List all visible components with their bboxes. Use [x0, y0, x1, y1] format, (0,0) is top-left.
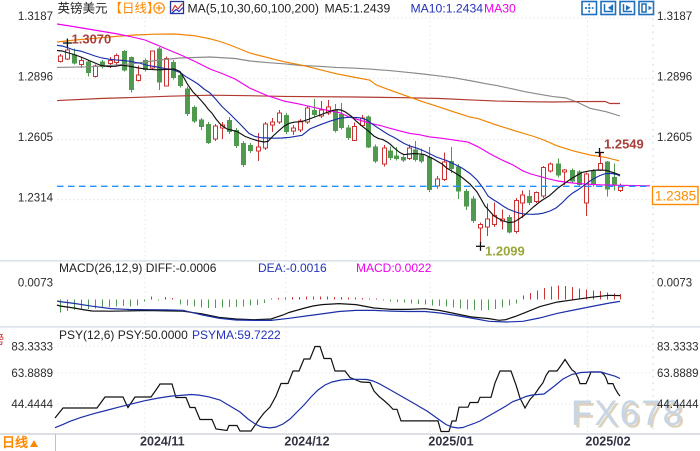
- svg-text:2024/12: 2024/12: [284, 435, 329, 449]
- svg-text:44.4444: 44.4444: [657, 399, 699, 411]
- svg-text:MACD(26,12,9) DIFF:-0.0006: MACD(26,12,9) DIFF:-0.0006: [59, 261, 217, 275]
- svg-text:1.2314: 1.2314: [18, 193, 54, 205]
- svg-text:FX678: FX678: [571, 394, 684, 433]
- svg-text:1.3070: 1.3070: [72, 32, 112, 47]
- svg-text:63.8889: 63.8889: [657, 368, 699, 380]
- svg-text:DEA:-0.0016: DEA:-0.0016: [258, 261, 327, 275]
- svg-text:FX678: FX678: [574, 397, 687, 436]
- svg-text:63.8889: 63.8889: [11, 368, 53, 380]
- svg-text:PSYMA:59.7222: PSYMA:59.7222: [192, 328, 281, 342]
- svg-text:2024/11: 2024/11: [140, 435, 185, 449]
- svg-text:1.2896: 1.2896: [657, 72, 692, 84]
- svg-text:1.2605: 1.2605: [657, 132, 692, 144]
- svg-text:MA30: MA30: [484, 2, 516, 16]
- svg-text:MA10:1.2434: MA10:1.2434: [411, 2, 484, 16]
- svg-text:英镑美元: 英镑美元: [58, 1, 108, 16]
- svg-text:1.2099: 1.2099: [485, 244, 525, 259]
- svg-text:1.3187: 1.3187: [657, 11, 692, 23]
- svg-text:2025/02: 2025/02: [585, 435, 630, 449]
- svg-text:MACD:0.0022: MACD:0.0022: [356, 261, 432, 275]
- svg-text:镑: 镑: [0, 332, 4, 347]
- svg-text:PSY(12,6) PSY:50.0000: PSY(12,6) PSY:50.0000: [59, 328, 188, 342]
- svg-text:MA5:1.2439: MA5:1.2439: [325, 2, 391, 16]
- svg-text:日线: 日线: [2, 435, 28, 450]
- svg-text:1.2385: 1.2385: [655, 189, 696, 204]
- svg-text:2025/01: 2025/01: [428, 435, 473, 449]
- svg-text:83.3333: 83.3333: [11, 341, 53, 353]
- svg-text:83.3333: 83.3333: [657, 341, 699, 353]
- svg-text:44.4444: 44.4444: [11, 399, 53, 411]
- svg-text:MA(5,10,30,60,100,200): MA(5,10,30,60,100,200): [188, 2, 319, 16]
- svg-text:【日线】: 【日线】: [110, 2, 160, 16]
- svg-text:1.2605: 1.2605: [18, 132, 53, 144]
- svg-text:1.2896: 1.2896: [18, 72, 53, 84]
- svg-text:0.0073: 0.0073: [18, 278, 53, 290]
- svg-text:1.3187: 1.3187: [18, 11, 53, 23]
- svg-text:1.2549: 1.2549: [604, 137, 644, 152]
- svg-text:0.0073: 0.0073: [657, 278, 692, 290]
